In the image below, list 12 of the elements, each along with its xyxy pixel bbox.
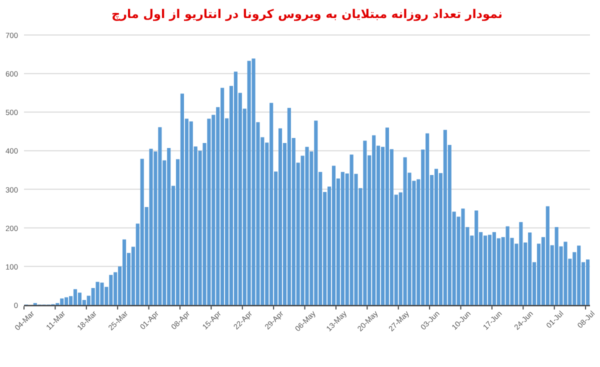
bar [278,128,282,305]
bar [73,289,78,305]
bar [483,236,488,305]
bar [100,282,104,305]
bar [122,239,126,305]
bar [488,234,492,305]
bar [385,128,390,305]
bar [434,168,438,305]
bar [332,166,336,305]
bar [305,146,309,305]
chart-title: نمودار تعداد روزانه مبتلایان به ویروس کرونا در انتاریو از اول مارچ [111,7,503,21]
bar [586,259,590,305]
